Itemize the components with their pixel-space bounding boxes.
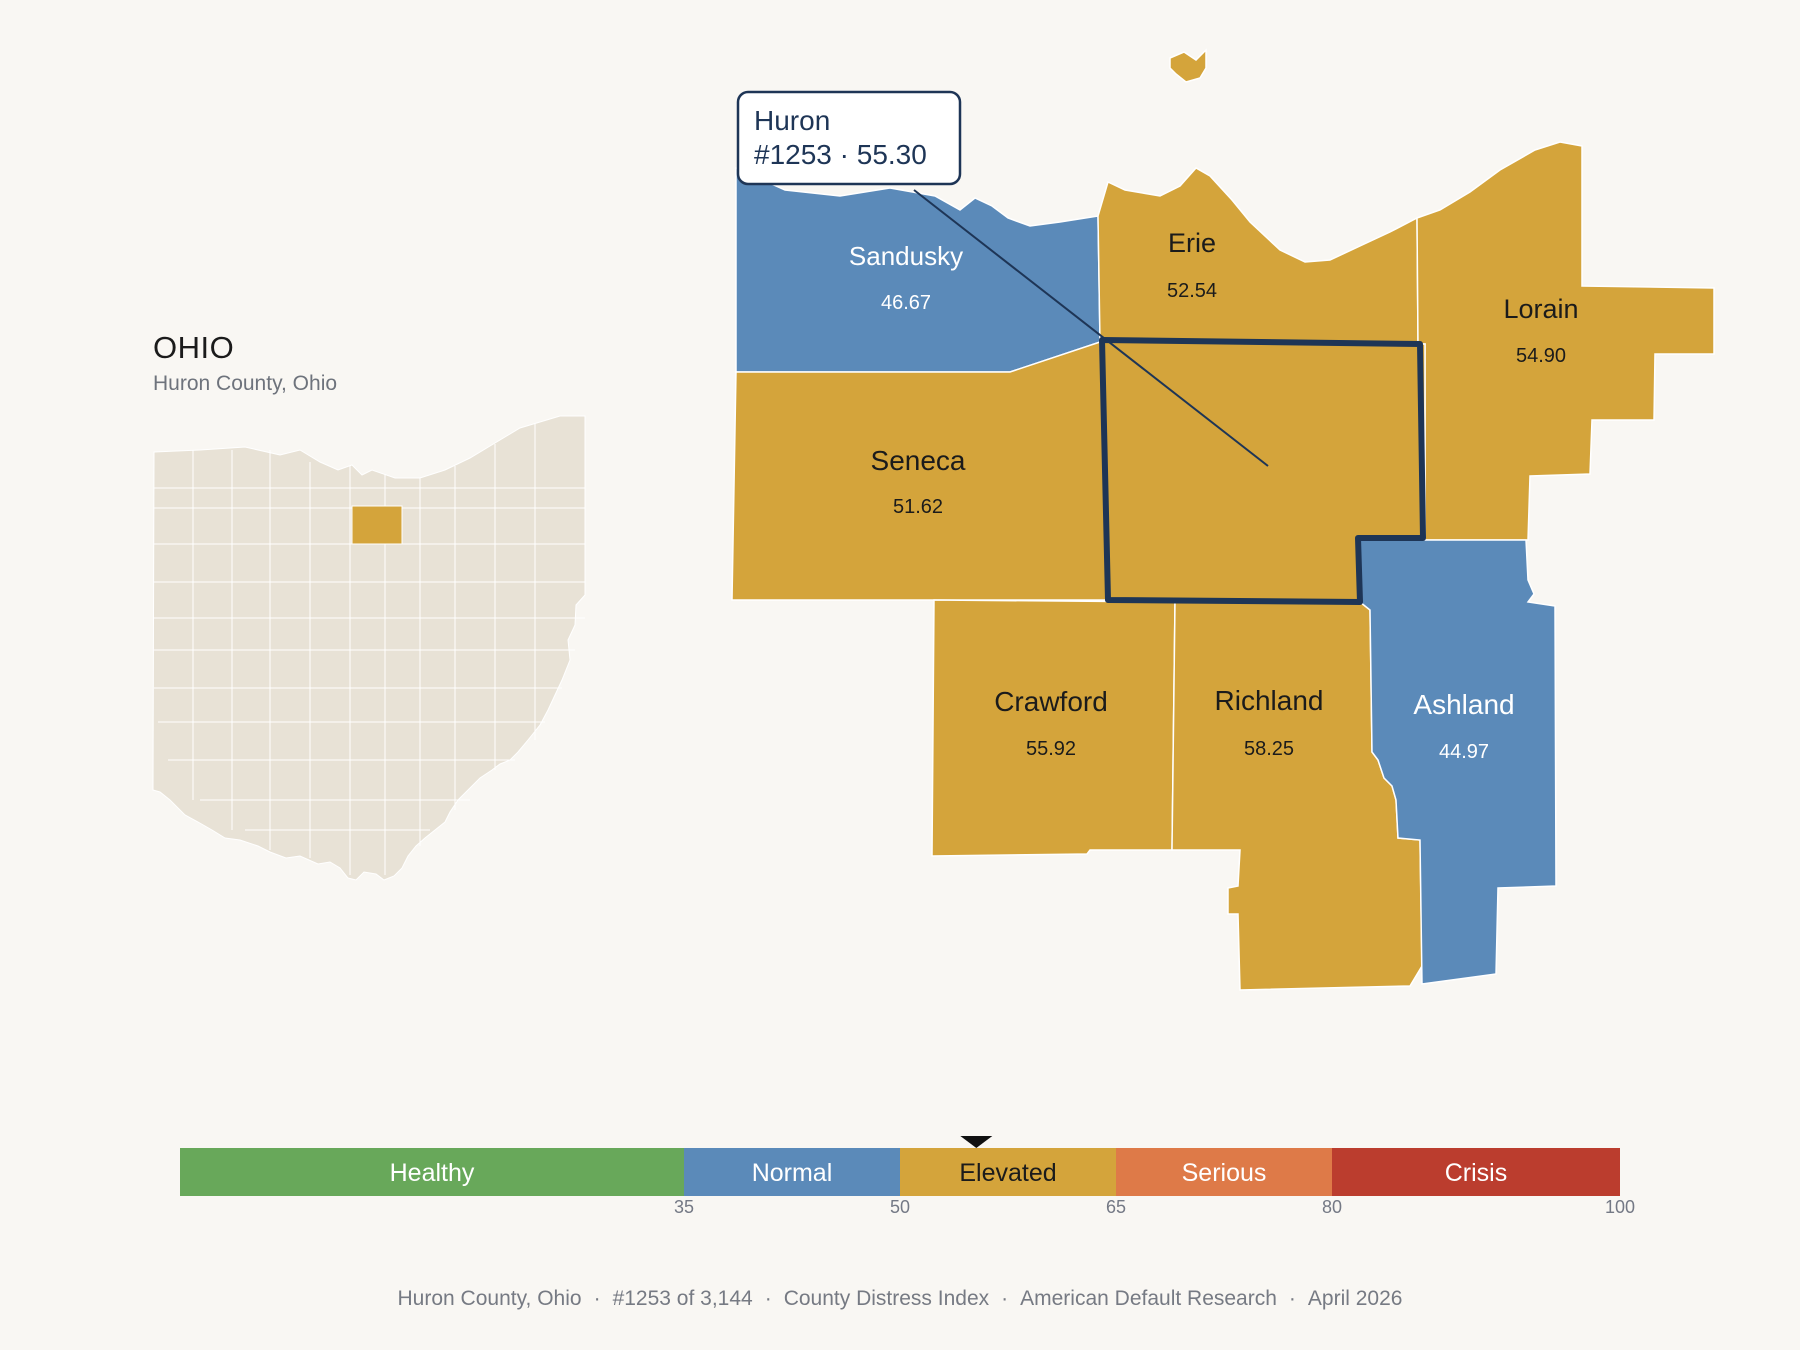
county-lorain[interactable] xyxy=(1416,141,1715,541)
scale-tick-80: 80 xyxy=(1321,1197,1343,1217)
inset-subtitle: Huron County, Ohio xyxy=(153,372,338,395)
scale-label-normal: Normal xyxy=(752,1159,833,1187)
scale-tick-100: 100 xyxy=(1604,1197,1636,1217)
county-label-crawford: Crawford xyxy=(994,686,1108,717)
inset-state-title: OHIO xyxy=(153,330,235,365)
scale-label-crisis: Crisis xyxy=(1445,1159,1508,1187)
scale-label-healthy: Healthy xyxy=(390,1159,475,1187)
scale-segment-elevated xyxy=(900,1148,1116,1196)
ohio-inset-huron-highlight xyxy=(351,505,403,545)
county-label-erie: Erie xyxy=(1168,228,1216,258)
scale-label-serious: Serious xyxy=(1182,1159,1267,1187)
callout-detail: #1253 · 55.30 xyxy=(754,139,927,170)
ohio-inset-map xyxy=(152,415,586,881)
scale-segment-healthy xyxy=(180,1148,684,1196)
distress-scale: Healthy Normal Elevated Serious Crisis xyxy=(180,1136,1620,1196)
footer-date: April 2026 xyxy=(1307,1287,1403,1310)
county-label-sandusky: Sandusky xyxy=(849,241,963,271)
lake-erie-island[interactable] xyxy=(1169,48,1207,83)
county-value-sandusky: 46.67 xyxy=(881,292,931,314)
scale-tick-65: 65 xyxy=(1105,1197,1127,1217)
county-label-seneca: Seneca xyxy=(871,445,966,476)
county-value-seneca: 51.62 xyxy=(893,496,943,518)
county-label-ashland: Ashland xyxy=(1413,689,1514,720)
county-crawford[interactable] xyxy=(931,599,1176,857)
county-value-richland: 58.25 xyxy=(1244,738,1294,760)
footer-source: American Default Research xyxy=(1020,1287,1277,1310)
footer: Huron County, Ohio · #1253 of 3,144 · County… xyxy=(397,1287,1403,1310)
county-value-lorain: 54.90 xyxy=(1516,345,1566,367)
callout-county-name: Huron xyxy=(754,105,830,136)
footer-county: Huron County, Ohio xyxy=(397,1287,582,1310)
county-value-erie: 52.54 xyxy=(1167,280,1217,302)
scale-segment-serious xyxy=(1116,1148,1332,1196)
ohio-state-shape xyxy=(152,415,586,881)
scale-marker xyxy=(960,1136,993,1148)
callout-leader-line xyxy=(913,189,1269,467)
county-erie[interactable] xyxy=(1097,167,1419,345)
county-label-richland: Richland xyxy=(1215,685,1324,716)
ohio-county-borders xyxy=(154,424,585,875)
county-labels: Sandusky 46.67 Erie 52.54 Lorain 54.90 S… xyxy=(849,228,1579,763)
scale-label-elevated: Elevated xyxy=(959,1159,1056,1187)
county-label-lorain: Lorain xyxy=(1503,294,1578,324)
scale-segment-normal xyxy=(684,1148,900,1196)
footer-index: County Distress Index xyxy=(783,1287,990,1310)
county-value-ashland: 44.97 xyxy=(1439,741,1489,763)
callout: Huron #1253 · 55.30 xyxy=(736,90,962,186)
region-map xyxy=(731,48,1715,991)
callout-box xyxy=(736,90,962,186)
selected-county-outline xyxy=(1099,337,1426,605)
scale-segment-crisis xyxy=(1332,1148,1620,1196)
county-ashland[interactable] xyxy=(1359,539,1557,985)
scale-tick-50: 50 xyxy=(889,1197,911,1217)
county-value-crawford: 55.92 xyxy=(1026,738,1076,760)
scale-tick-35: 35 xyxy=(673,1197,695,1217)
footer-rank: #1253 of 3,144 xyxy=(612,1287,753,1310)
